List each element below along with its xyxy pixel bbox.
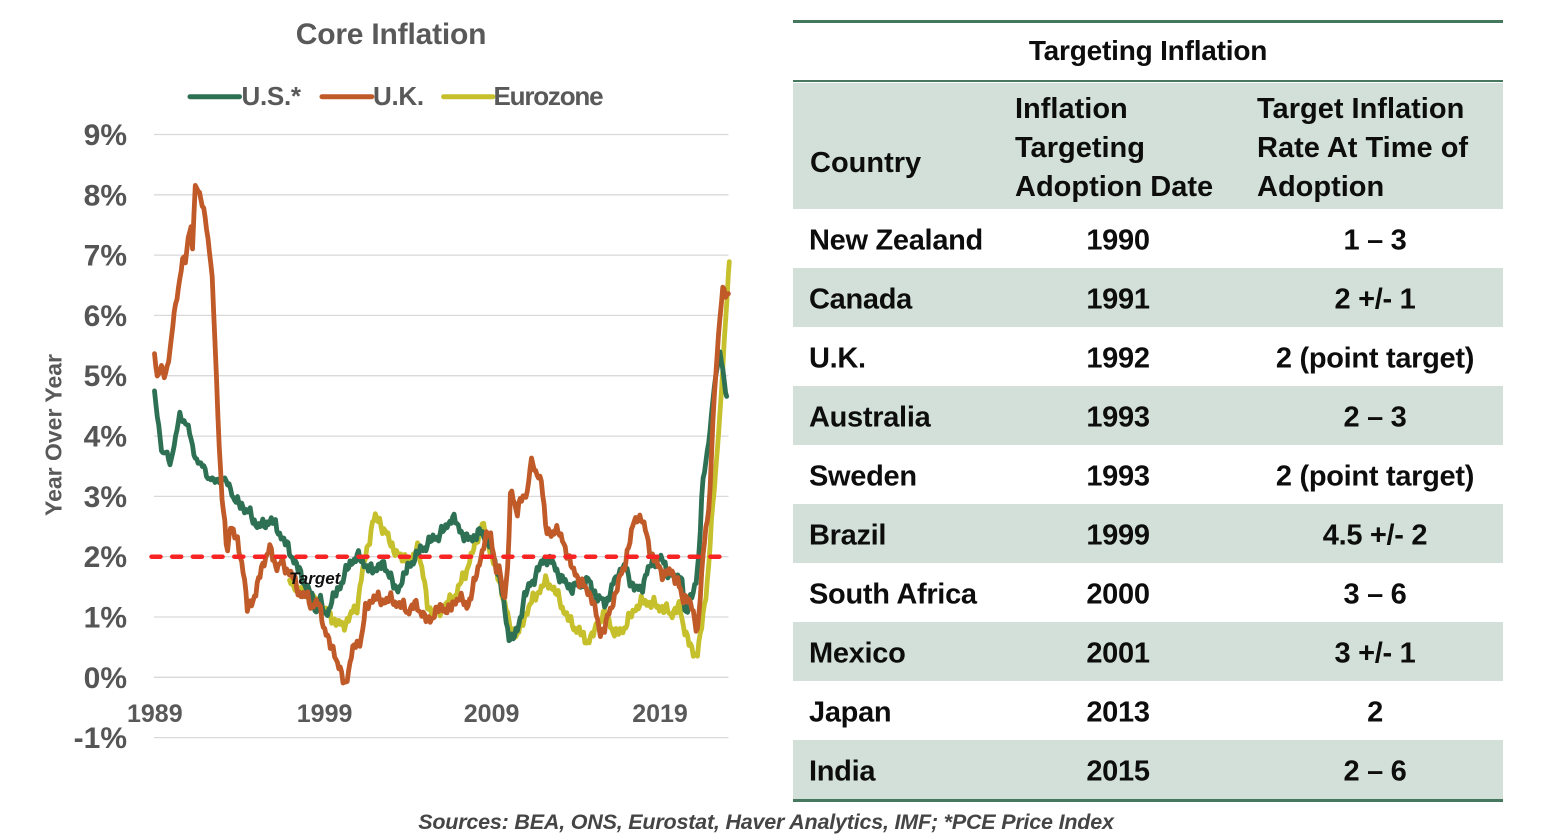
svg-text:4%: 4% xyxy=(84,421,127,454)
svg-text:5%: 5% xyxy=(84,360,127,393)
svg-text:2%: 2% xyxy=(84,541,127,574)
svg-text:0%: 0% xyxy=(84,662,127,695)
svg-text:8%: 8% xyxy=(84,179,127,212)
svg-text:Sources: BEA, ONS, Eurostat, H: Sources: BEA, ONS, Eurostat, Haver Analy… xyxy=(418,810,1115,834)
svg-text:-1%: -1% xyxy=(74,722,127,755)
svg-text:1999: 1999 xyxy=(297,700,353,728)
svg-text:U.K.: U.K. xyxy=(373,81,424,111)
svg-text:6%: 6% xyxy=(84,300,127,333)
svg-text:7%: 7% xyxy=(84,240,127,273)
svg-text:2019: 2019 xyxy=(632,700,688,728)
svg-text:1%: 1% xyxy=(84,602,127,635)
svg-text:Eurozone: Eurozone xyxy=(494,81,604,111)
svg-text:2009: 2009 xyxy=(464,700,520,728)
svg-text:Year Over Year: Year Over Year xyxy=(41,354,67,516)
svg-text:Target: Target xyxy=(289,569,342,588)
svg-text:9%: 9% xyxy=(84,119,127,152)
svg-text:1989: 1989 xyxy=(127,700,183,728)
svg-text:U.S.*: U.S.* xyxy=(242,81,302,111)
svg-text:Core Inflation: Core Inflation xyxy=(296,18,487,51)
svg-text:3%: 3% xyxy=(84,481,127,514)
